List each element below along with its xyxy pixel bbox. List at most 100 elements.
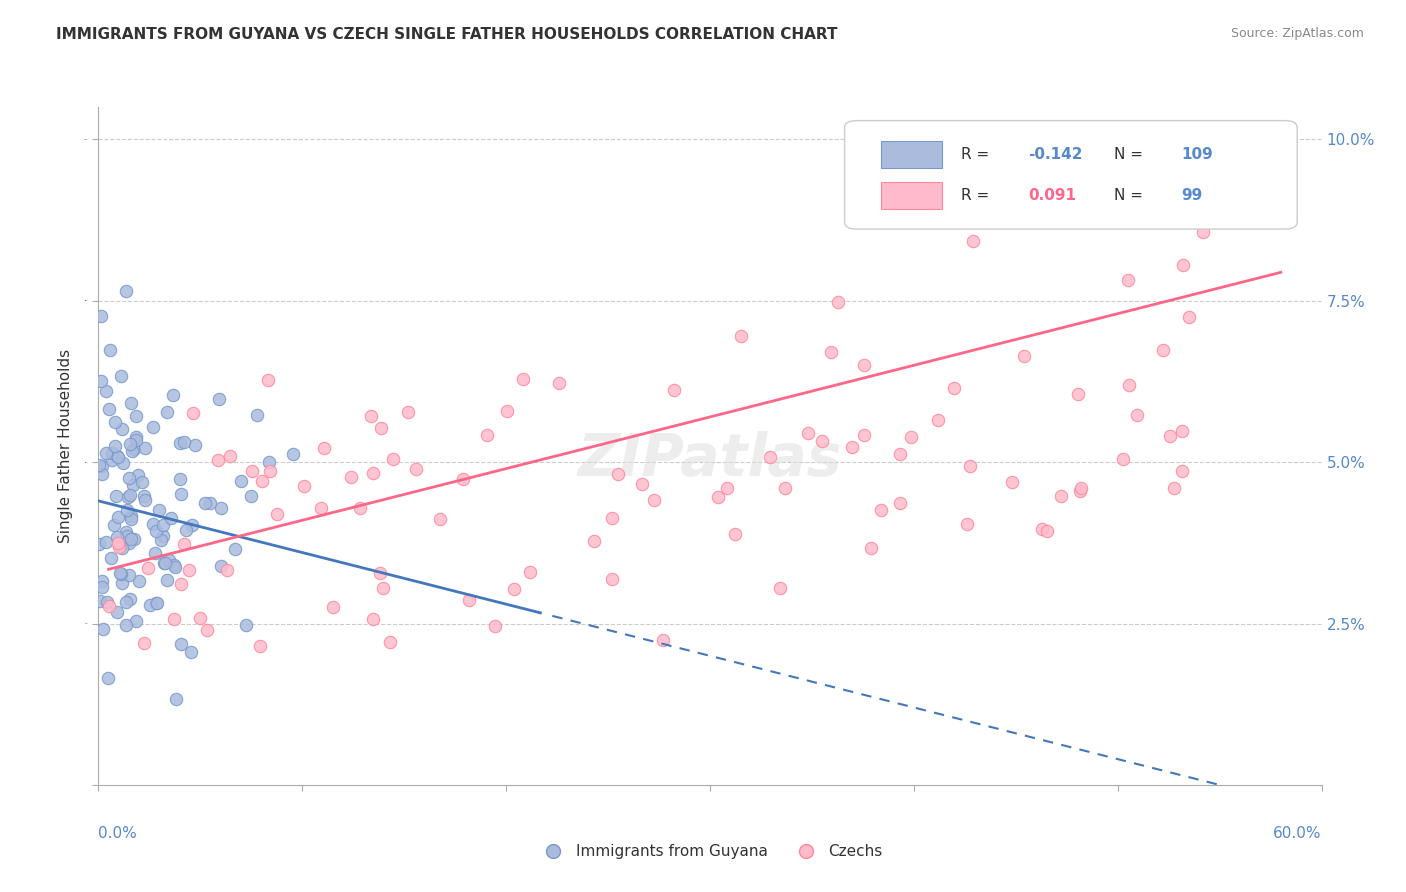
Point <box>94 446 117 460</box>
Point <box>179 563 201 577</box>
Point <box>134 441 156 455</box>
Point <box>132 636 155 650</box>
Point <box>1178 310 1201 324</box>
Point <box>160 511 183 525</box>
Point <box>208 392 231 406</box>
Point <box>104 415 127 429</box>
Point <box>246 408 269 422</box>
Point <box>118 592 141 607</box>
Point <box>162 612 184 626</box>
Point <box>138 599 160 613</box>
Point <box>1170 424 1192 438</box>
Point <box>900 430 922 444</box>
Point <box>107 510 129 524</box>
Point <box>104 440 127 454</box>
Point <box>643 492 665 507</box>
Point <box>371 581 394 595</box>
Point <box>495 404 517 418</box>
Point <box>209 558 232 573</box>
Point <box>1001 475 1024 489</box>
Point <box>229 474 252 488</box>
Point <box>169 637 191 651</box>
Point <box>730 329 752 343</box>
Point <box>207 453 229 467</box>
Point <box>100 550 122 565</box>
Point <box>1050 489 1073 503</box>
Point <box>188 611 211 625</box>
Text: N =: N = <box>1114 147 1147 162</box>
Point <box>107 536 129 550</box>
Point <box>89 593 111 607</box>
Point <box>583 534 606 549</box>
Point <box>90 458 112 473</box>
Point <box>118 436 141 450</box>
Point <box>115 502 138 516</box>
Point <box>114 618 136 632</box>
Point <box>131 475 153 490</box>
Point <box>165 692 187 706</box>
Point <box>110 368 132 383</box>
Text: ZIPatlas: ZIPatlas <box>578 431 842 488</box>
Point <box>105 606 128 620</box>
Text: R =: R = <box>960 147 994 162</box>
Point <box>125 614 148 628</box>
Point <box>120 396 142 410</box>
Point <box>1171 464 1194 478</box>
Point <box>1173 258 1195 272</box>
Point <box>156 573 179 587</box>
Point <box>853 428 876 442</box>
Point <box>759 450 782 464</box>
Point <box>429 512 451 526</box>
Point <box>148 502 170 516</box>
Point <box>157 553 180 567</box>
Point <box>240 489 263 503</box>
Point <box>91 574 114 589</box>
Point <box>458 592 481 607</box>
Point <box>256 373 278 387</box>
Point <box>1163 481 1185 495</box>
Point <box>142 516 165 531</box>
Point <box>180 645 202 659</box>
Point <box>195 624 218 638</box>
Point <box>111 456 134 470</box>
Point <box>122 442 145 457</box>
Point <box>361 612 384 626</box>
Point <box>107 450 129 464</box>
Point <box>1112 452 1135 467</box>
Point <box>91 580 114 594</box>
Point <box>150 533 173 547</box>
Point <box>128 574 150 588</box>
Point <box>339 470 361 484</box>
Text: 109: 109 <box>1181 147 1213 162</box>
Point <box>368 566 391 581</box>
Point <box>198 496 221 510</box>
Point <box>145 596 167 610</box>
Point <box>309 500 332 515</box>
Point <box>134 492 156 507</box>
Point <box>170 577 193 591</box>
Point <box>769 581 792 595</box>
Point <box>361 466 384 480</box>
Point <box>169 436 191 450</box>
Point <box>169 472 191 486</box>
Point <box>127 468 149 483</box>
Point <box>115 528 138 542</box>
Text: 0.091: 0.091 <box>1028 187 1076 202</box>
Point <box>142 420 165 434</box>
Point <box>503 582 526 597</box>
Point <box>281 447 304 461</box>
Point <box>600 511 623 525</box>
Point <box>90 374 112 388</box>
Point <box>108 541 131 555</box>
Point <box>360 409 382 423</box>
Point <box>194 496 217 510</box>
Point <box>120 488 142 502</box>
Point <box>94 384 117 399</box>
Point <box>652 632 675 647</box>
Point <box>101 446 124 460</box>
Point <box>224 542 246 557</box>
Point <box>93 623 115 637</box>
Point <box>240 464 263 478</box>
Text: Source: ZipAtlas.com: Source: ZipAtlas.com <box>1230 27 1364 40</box>
Point <box>108 566 131 581</box>
